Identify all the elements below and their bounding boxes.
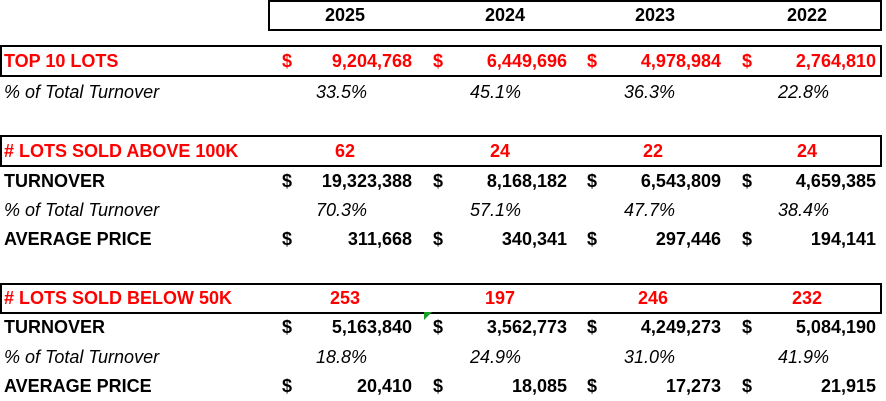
below50k-count-box [0,283,882,314]
top10-pct-label: % of Total Turnover [4,82,160,102]
below50k-turnover-2023: 4,249,273 [640,317,721,337]
year-header-box [268,0,882,31]
below50k-turnover-2025: 5,163,840 [331,317,412,337]
below50k-turnover-currency-2025: $ [282,317,293,337]
below50k-count-2023: 246 [637,288,669,308]
above100k-avg-2025: 311,668 [347,229,412,249]
below50k-count-row: # LOTS SOLD BELOW 50K 253 197 246 232 [0,284,886,313]
top10-pct-2024: 45.1% [470,82,522,102]
above100k-turnover-row: TURNOVER $ 19,323,388 $ 8,168,182 $ 6,54… [0,167,886,196]
below50k-pct-row: % of Total Turnover 18.8% 24.9% 31.0% 41… [0,343,886,372]
top10-pct-row: % of Total Turnover 33.5% 45.1% 36.3% 22… [0,78,886,107]
top10-currency-2023: $ [587,51,598,71]
below50k-turnover-currency-2023: $ [587,317,598,337]
above100k-turnover-currency-2022: $ [742,171,753,191]
below50k-turnover-currency-2022: $ [742,317,753,337]
below50k-avg-row: AVERAGE PRICE $ 20,410 $ 18,085 $ 17,273… [0,372,886,401]
top10-value-2024: 6,449,696 [486,51,567,71]
top10-value-2023: 4,978,984 [640,51,721,71]
above100k-label: # LOTS SOLD ABOVE 100K [4,141,239,161]
comment-indicator-icon[interactable] [424,312,432,320]
below50k-label: # LOTS SOLD BELOW 50K [4,288,233,308]
below50k-count-2024: 197 [484,288,516,308]
above100k-pct-row: % of Total Turnover 70.3% 57.1% 47.7% 38… [0,196,886,225]
below50k-pct-2023: 31.0% [624,347,676,367]
top10-pct-2022: 22.8% [778,82,830,102]
above100k-count-box [0,135,882,167]
below50k-avg-currency-2025: $ [282,376,293,396]
above100k-avg-currency-2024: $ [433,229,444,249]
below50k-avg-currency-2022: $ [742,376,753,396]
below50k-avg-currency-2024: $ [433,376,444,396]
above100k-pct-2025: 70.3% [316,200,368,220]
below50k-turnover-row: TURNOVER $ 5,163,840 $ 3,562,773 $ 4,249… [0,313,886,342]
top10-currency-2024: $ [433,51,444,71]
above100k-count-2022: 24 [796,141,818,161]
above100k-turnover-currency-2024: $ [433,171,444,191]
below50k-turnover-label: TURNOVER [4,317,106,337]
below50k-avg-2024: 18,085 [511,376,567,396]
above100k-avg-currency-2025: $ [282,229,293,249]
year-header-2022: 2022 [786,5,828,25]
above100k-pct-2022: 38.4% [778,200,830,220]
year-header-2024: 2024 [484,5,526,25]
below50k-pct-label: % of Total Turnover [4,347,160,367]
below50k-pct-2022: 41.9% [778,347,830,367]
above100k-avg-currency-2023: $ [587,229,598,249]
below50k-pct-2024: 24.9% [470,347,522,367]
top10-pct-2025: 33.5% [316,82,368,102]
above100k-pct-2024: 57.1% [470,200,522,220]
below50k-turnover-currency-2024: $ [433,317,444,337]
above100k-avg-row: AVERAGE PRICE $ 311,668 $ 340,341 $ 297,… [0,225,886,254]
above100k-pct-2023: 47.7% [624,200,676,220]
above100k-turnover-2024: 8,168,182 [486,171,567,191]
below50k-avg-2022: 21,915 [820,376,876,396]
above100k-turnover-2025: 19,323,388 [321,171,412,191]
above100k-turnover-2023: 6,543,809 [640,171,721,191]
above100k-avg-2024: 340,341 [501,229,567,249]
above100k-count-2023: 22 [642,141,664,161]
year-header-2025: 2025 [324,5,366,25]
top10-value-2022: 2,764,810 [795,51,876,71]
top10-row: TOP 10 LOTS $ 9,204,768 $ 6,449,696 $ 4,… [0,47,886,76]
top10-pct-2023: 36.3% [624,82,676,102]
above100k-turnover-currency-2023: $ [587,171,598,191]
below50k-count-2025: 253 [329,288,361,308]
top10-row-box [0,45,882,77]
above100k-turnover-label: TURNOVER [4,171,106,191]
above100k-turnover-2022: 4,659,385 [795,171,876,191]
year-header-2023: 2023 [634,5,676,25]
below50k-avg-label: AVERAGE PRICE [4,376,152,396]
above100k-count-2025: 62 [334,141,356,161]
below50k-turnover-2024: 3,562,773 [486,317,567,337]
top10-value-2025: 9,204,768 [331,51,412,71]
above100k-avg-2023: 297,446 [655,229,721,249]
below50k-count-2022: 232 [791,288,823,308]
top10-label: TOP 10 LOTS [4,51,119,71]
above100k-avg-label: AVERAGE PRICE [4,229,152,249]
below50k-avg-2025: 20,410 [356,376,412,396]
above100k-pct-label: % of Total Turnover [4,200,160,220]
below50k-avg-currency-2023: $ [587,376,598,396]
top10-currency-2025: $ [282,51,293,71]
above100k-avg-currency-2022: $ [742,229,753,249]
above100k-count-2024: 24 [489,141,511,161]
year-header-row: 2025 2024 2023 2022 [0,1,886,30]
below50k-pct-2025: 18.8% [316,347,368,367]
below50k-turnover-2022: 5,084,190 [795,317,876,337]
above100k-turnover-currency-2025: $ [282,171,293,191]
above100k-avg-2022: 194,141 [810,229,876,249]
top10-currency-2022: $ [742,51,753,71]
above100k-count-row: # LOTS SOLD ABOVE 100K 62 24 22 24 [0,137,886,166]
below50k-avg-2023: 17,273 [665,376,721,396]
